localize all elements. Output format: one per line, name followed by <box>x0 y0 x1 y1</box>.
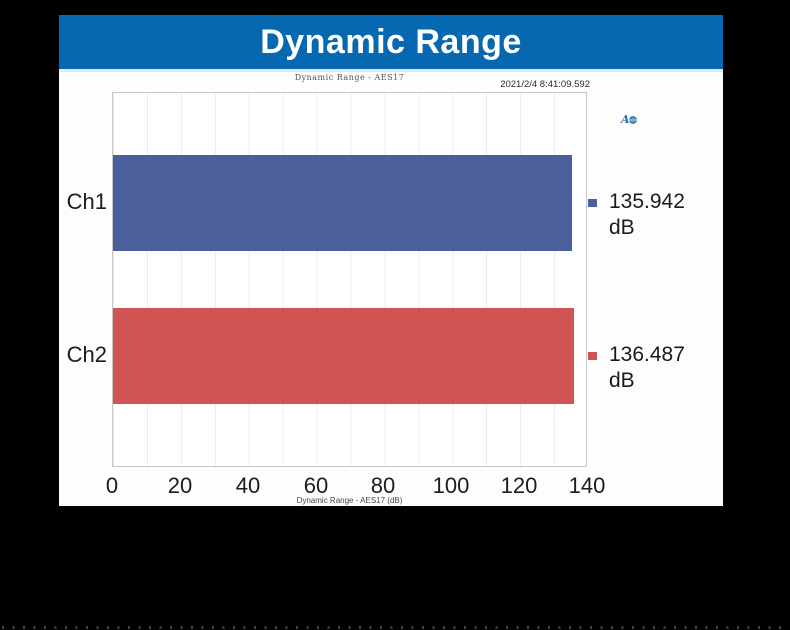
x-tick-80: 80 <box>370 473 396 498</box>
ap-logo-letter: A <box>621 113 630 126</box>
value-label-ch1: 135.942 dB <box>609 190 685 239</box>
x-tick-20: 20 <box>167 473 193 498</box>
plot-area: A <box>112 92 637 467</box>
x-tick-0: 0 <box>105 473 119 498</box>
x-axis-caption: Dynamic Range - AES17 (dB) <box>296 496 403 505</box>
ap-logo-icon: A <box>621 114 641 126</box>
chart-title: Dynamic Range - AES17 <box>294 73 405 82</box>
bar-ch1 <box>113 155 573 251</box>
chart-panel: Dynamic Range - AES17 2021/2/4 8:41:09.5… <box>59 72 723 506</box>
category-label-ch2: Ch2 <box>66 342 107 367</box>
legend-marker-ch1 <box>588 199 597 207</box>
value-label-ch2: 136.487 dB <box>609 343 685 392</box>
timestamp: 2021/2/4 8:41:09.592 <box>500 79 590 90</box>
x-tick-40: 40 <box>235 473 261 498</box>
globe-icon <box>628 116 637 124</box>
header-banner: Dynamic Range <box>59 15 723 69</box>
header-accent-line <box>59 69 723 72</box>
bottom-dotted-line <box>2 626 788 629</box>
bar-ch2 <box>113 308 575 404</box>
page-title: Dynamic Range <box>260 22 522 61</box>
x-tick-100: 100 <box>432 473 470 498</box>
legend-marker-ch2 <box>588 352 597 360</box>
x-tick-140: 140 <box>568 473 606 498</box>
x-tick-120: 120 <box>500 473 538 498</box>
x-tick-60: 60 <box>303 473 329 498</box>
category-label-ch1: Ch1 <box>66 189 107 214</box>
